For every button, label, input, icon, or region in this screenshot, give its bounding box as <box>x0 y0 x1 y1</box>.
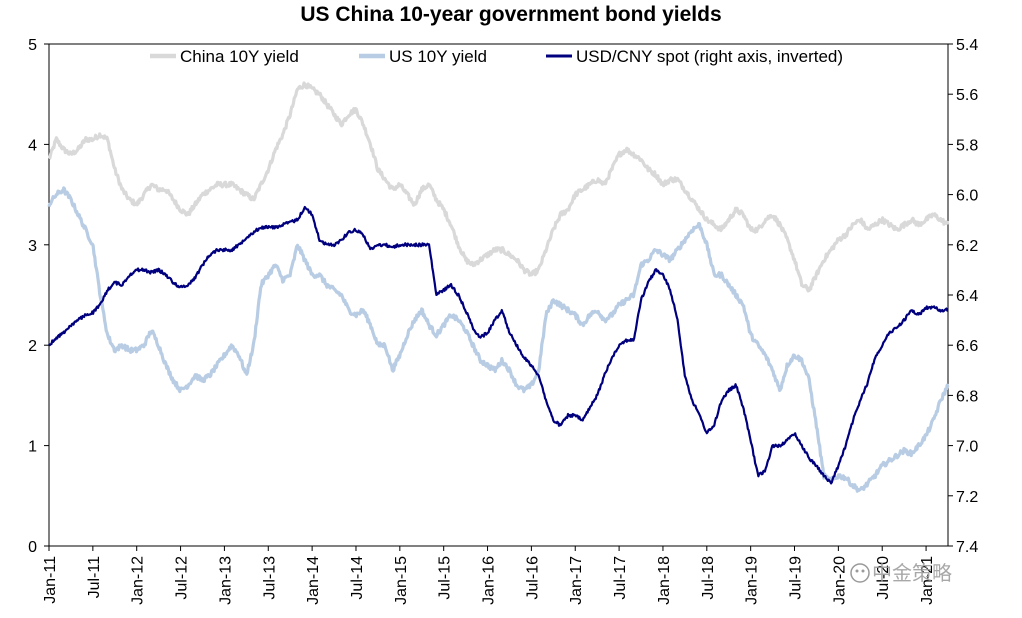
y-right-tick-label: 5.6 <box>956 87 978 104</box>
x-tick-label: Jan-13 <box>217 556 234 605</box>
x-tick-label: Jan-17 <box>568 556 585 605</box>
series-line-usd-cny-spot-right-axis-inverted <box>48 205 949 485</box>
x-tick-label: Jan-20 <box>831 556 848 605</box>
x-tick-label: Jul-18 <box>700 556 717 600</box>
watermark-logo-icon <box>850 563 870 583</box>
x-tick-label: Jan-12 <box>130 556 147 605</box>
legend-label: USD/CNY spot (right axis, inverted) <box>576 47 843 66</box>
y-right-tick-label: 5.8 <box>956 137 978 154</box>
x-tick-label: Jul-14 <box>349 556 366 600</box>
watermark: 中金策略 <box>850 561 952 585</box>
x-tick-label: Jul-15 <box>437 556 454 600</box>
x-tick-label: Jul-20 <box>875 556 892 600</box>
watermark-text: 中金策略 <box>872 561 952 585</box>
x-tick-label: Jan-19 <box>744 556 761 605</box>
x-tick-label: Jul-19 <box>788 556 805 600</box>
x-tick-label: Jan-14 <box>305 556 322 605</box>
x-tick-label: Jan-16 <box>481 556 498 605</box>
series-layer <box>47 81 950 493</box>
y-left-tick-label: 1 <box>28 439 37 456</box>
series-line-us-10y-yield <box>47 186 950 493</box>
x-tick-label: Jan-11 <box>42 556 59 604</box>
x-tick-label: Jan-21 <box>919 556 936 605</box>
y-left-tick-label: 2 <box>28 338 37 355</box>
series-line-china-10y-yield <box>48 81 950 293</box>
axes: 0 1 2 3 4 5 5.4 5.6 5.8 6.0 6.2 6.4 6.6 6.8 7.0 7.2 7.4 J… <box>28 37 978 605</box>
y-left-tick-label: 4 <box>28 137 37 154</box>
x-tick-label: Jan-15 <box>393 556 410 605</box>
y-right-tick-label: 6.0 <box>956 188 978 205</box>
x-tick-label: Jul-13 <box>261 556 278 600</box>
plot-frame <box>48 43 949 547</box>
y-right-tick-label: 6.8 <box>956 388 978 405</box>
x-tick-label: Jan-18 <box>656 556 673 605</box>
watermark-logo-eye <box>861 569 865 573</box>
legend-label: US 10Y yield <box>389 47 487 66</box>
y-right-tick-label: 7.2 <box>956 489 978 506</box>
watermark-logo-eye <box>855 569 859 573</box>
y-right-tick-label: 7.4 <box>956 539 978 556</box>
y-right-tick-label: 6.4 <box>956 288 978 305</box>
x-tick-label: Jul-17 <box>612 556 629 600</box>
chart-title: US China 10-year government bond yields <box>300 3 721 26</box>
y-right-tick-label: 6.6 <box>956 338 978 355</box>
x-tick-label: Jul-12 <box>174 556 191 600</box>
y-left-tick-label: 0 <box>28 539 37 556</box>
y-right-tick-label: 5.4 <box>956 37 978 54</box>
y-right-tick-label: 7.0 <box>956 439 978 456</box>
legend: China 10Y yield US 10Y yield USD/CNY spot … <box>150 47 843 66</box>
y-left-tick-label: 5 <box>28 37 37 54</box>
x-tick-label: Jul-16 <box>524 556 541 600</box>
legend-label: China 10Y yield <box>180 47 299 66</box>
y-right-tick-label: 6.2 <box>956 238 978 255</box>
y-left-tick-label: 3 <box>28 238 37 255</box>
plot-area-frame <box>48 43 949 547</box>
x-tick-label: Jul-11 <box>86 556 103 598</box>
